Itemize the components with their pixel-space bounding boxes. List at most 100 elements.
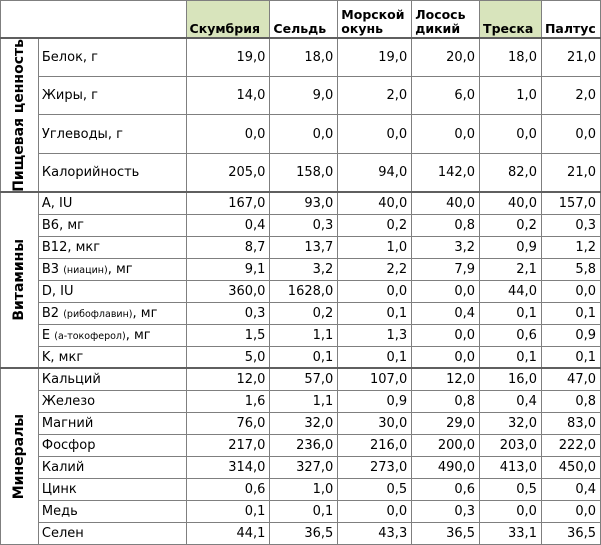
table-row: Железо 1,6 1,1 0,9 0,8 0,4 0,8 bbox=[1, 389, 601, 413]
value-cell: 36,5 bbox=[540, 521, 601, 545]
value-cell: 0,1 bbox=[479, 345, 542, 369]
group-label-cell: Минералы bbox=[0, 367, 39, 545]
value-cell: 0,0 bbox=[540, 279, 601, 303]
value-cell: 12,0 bbox=[411, 367, 481, 391]
value-cell: 0,2 bbox=[269, 301, 339, 325]
column-header-fish: Треска bbox=[479, 0, 542, 38]
fish-name: Палтус bbox=[544, 20, 596, 36]
value-cell: 158,0 bbox=[269, 153, 339, 193]
value-cell: 0,0 bbox=[185, 114, 271, 155]
value-cell: 1,0 bbox=[269, 477, 339, 501]
parameter-name: Медь bbox=[37, 499, 187, 523]
value-cell: 0,1 bbox=[540, 301, 601, 325]
parameter-label: Цинк bbox=[41, 481, 77, 497]
parameter-name: Селен bbox=[37, 521, 187, 545]
group-label: Минералы bbox=[10, 413, 27, 500]
value-cell: 94,0 bbox=[337, 153, 413, 193]
parameter-name: Жиры, г bbox=[37, 75, 187, 116]
value-cell: 216,0 bbox=[337, 433, 413, 457]
table-row: Магний 76,0 32,0 30,0 29,0 32,0 83,0 bbox=[1, 411, 601, 435]
value-cell: 43,3 bbox=[337, 521, 413, 545]
value-cell: 222,0 bbox=[540, 433, 601, 457]
value-cell: 200,0 bbox=[411, 433, 481, 457]
table-row: Цинк 0,6 1,0 0,5 0,6 0,5 0,4 bbox=[1, 477, 601, 501]
parameter-label: A, IU bbox=[41, 196, 73, 212]
parameter-name: E (a-токоферол), мг bbox=[37, 323, 187, 347]
fish-name: Треска bbox=[483, 20, 534, 36]
value-cell: 40,0 bbox=[411, 191, 481, 215]
group-label: Витамины bbox=[10, 239, 27, 322]
value-cell: 18,0 bbox=[269, 36, 339, 77]
value-cell: 13,7 bbox=[269, 235, 339, 259]
value-cell: 1,2 bbox=[540, 235, 601, 259]
value-cell: 314,0 bbox=[185, 455, 271, 479]
value-cell: 12,0 bbox=[185, 367, 271, 391]
value-cell: 107,0 bbox=[337, 367, 413, 391]
parameter-label: Медь bbox=[41, 503, 78, 519]
value-cell: 0,4 bbox=[185, 213, 271, 237]
parameter-sublabel: (ниацин) bbox=[63, 264, 108, 276]
value-cell: 30,0 bbox=[337, 411, 413, 435]
parameter-label: Калорийность bbox=[41, 165, 140, 181]
value-cell: 0,5 bbox=[337, 477, 413, 501]
parameter-name: Магний bbox=[37, 411, 187, 435]
value-cell: 47,0 bbox=[540, 367, 601, 391]
table-row: Калорийность 205,0 158,0 94,0 142,0 82,0 21,0 bbox=[1, 153, 601, 193]
table-row: B6, мг 0,4 0,3 0,2 0,8 0,2 0,3 bbox=[1, 213, 601, 237]
value-cell: 9,0 bbox=[269, 75, 339, 116]
value-cell: 0,8 bbox=[411, 389, 481, 413]
value-cell: 93,0 bbox=[269, 191, 339, 215]
value-cell: 57,0 bbox=[269, 367, 339, 391]
value-cell: 83,0 bbox=[540, 411, 601, 435]
value-cell: 0,0 bbox=[540, 114, 601, 155]
table-row: Витамины A, IU 167,0 93,0 40,0 40,0 40,0 157,0 bbox=[0, 191, 601, 369]
value-cell: 14,0 bbox=[185, 75, 271, 116]
value-cell: 490,0 bbox=[411, 455, 481, 479]
value-cell: 0,0 bbox=[337, 499, 413, 523]
value-cell: 44,1 bbox=[185, 521, 271, 545]
parameter-label: B3 bbox=[41, 261, 64, 277]
value-cell: 0,6 bbox=[411, 477, 481, 501]
value-cell: 2,1 bbox=[479, 257, 542, 281]
value-cell: 0,1 bbox=[269, 499, 339, 523]
value-cell: 0,0 bbox=[411, 279, 481, 303]
parameter-label: Жиры, г bbox=[41, 88, 98, 104]
value-cell: 0,6 bbox=[479, 323, 542, 347]
column-header-fish: Скумбрия bbox=[185, 0, 271, 38]
table-row: Минералы Кальций 12,0 57,0 107,0 12,0 16,0 47,0 bbox=[0, 367, 601, 545]
value-cell: 3,2 bbox=[411, 235, 481, 259]
value-cell: 0,4 bbox=[479, 389, 542, 413]
value-cell: 167,0 bbox=[185, 191, 271, 215]
group-label-cell: Витамины bbox=[0, 191, 39, 369]
value-cell: 0,1 bbox=[337, 345, 413, 369]
value-cell: 1,1 bbox=[269, 323, 339, 347]
value-cell: 236,0 bbox=[269, 433, 339, 457]
table-row: B2 (рибофлавин), мг 0,3 0,2 0,1 0,4 0,1 0,1 bbox=[1, 301, 601, 325]
column-header-fish: Палтус bbox=[540, 0, 601, 38]
value-cell: 413,0 bbox=[479, 455, 542, 479]
value-cell: 6,0 bbox=[411, 75, 481, 116]
parameter-label: Железо bbox=[41, 393, 96, 409]
value-cell: 36,5 bbox=[411, 521, 481, 545]
table-row: D, IU 360,0 1628,0 0,0 0,0 44,0 0,0 bbox=[1, 279, 601, 303]
value-cell: 0,3 bbox=[540, 213, 601, 237]
fish-name: Сельдь bbox=[273, 20, 327, 36]
table-row: E (a-токоферол), мг 1,5 1,1 1,3 0,0 0,6 0,9 bbox=[1, 323, 601, 347]
parameter-label: Калий bbox=[41, 459, 85, 475]
parameter-name: B2 (рибофлавин), мг bbox=[37, 301, 187, 325]
value-cell: 0,0 bbox=[337, 114, 413, 155]
value-cell: 3,2 bbox=[269, 257, 339, 281]
value-cell: 7,9 bbox=[411, 257, 481, 281]
value-cell: 1,3 bbox=[337, 323, 413, 347]
fish-name: Лосось дикий bbox=[415, 6, 466, 36]
value-cell: 82,0 bbox=[479, 153, 542, 193]
value-cell: 0,6 bbox=[185, 477, 271, 501]
value-cell: 44,0 bbox=[479, 279, 542, 303]
column-header-fish: Сельдь bbox=[269, 0, 339, 38]
table-row: B3 (ниацин), мг 9,1 3,2 2,2 7,9 2,1 5,8 bbox=[1, 257, 601, 281]
value-cell: 2,0 bbox=[540, 75, 601, 116]
parameter-name: Кальций bbox=[37, 367, 187, 391]
value-cell: 8,7 bbox=[185, 235, 271, 259]
value-cell: 32,0 bbox=[269, 411, 339, 435]
value-cell: 0,5 bbox=[479, 477, 542, 501]
